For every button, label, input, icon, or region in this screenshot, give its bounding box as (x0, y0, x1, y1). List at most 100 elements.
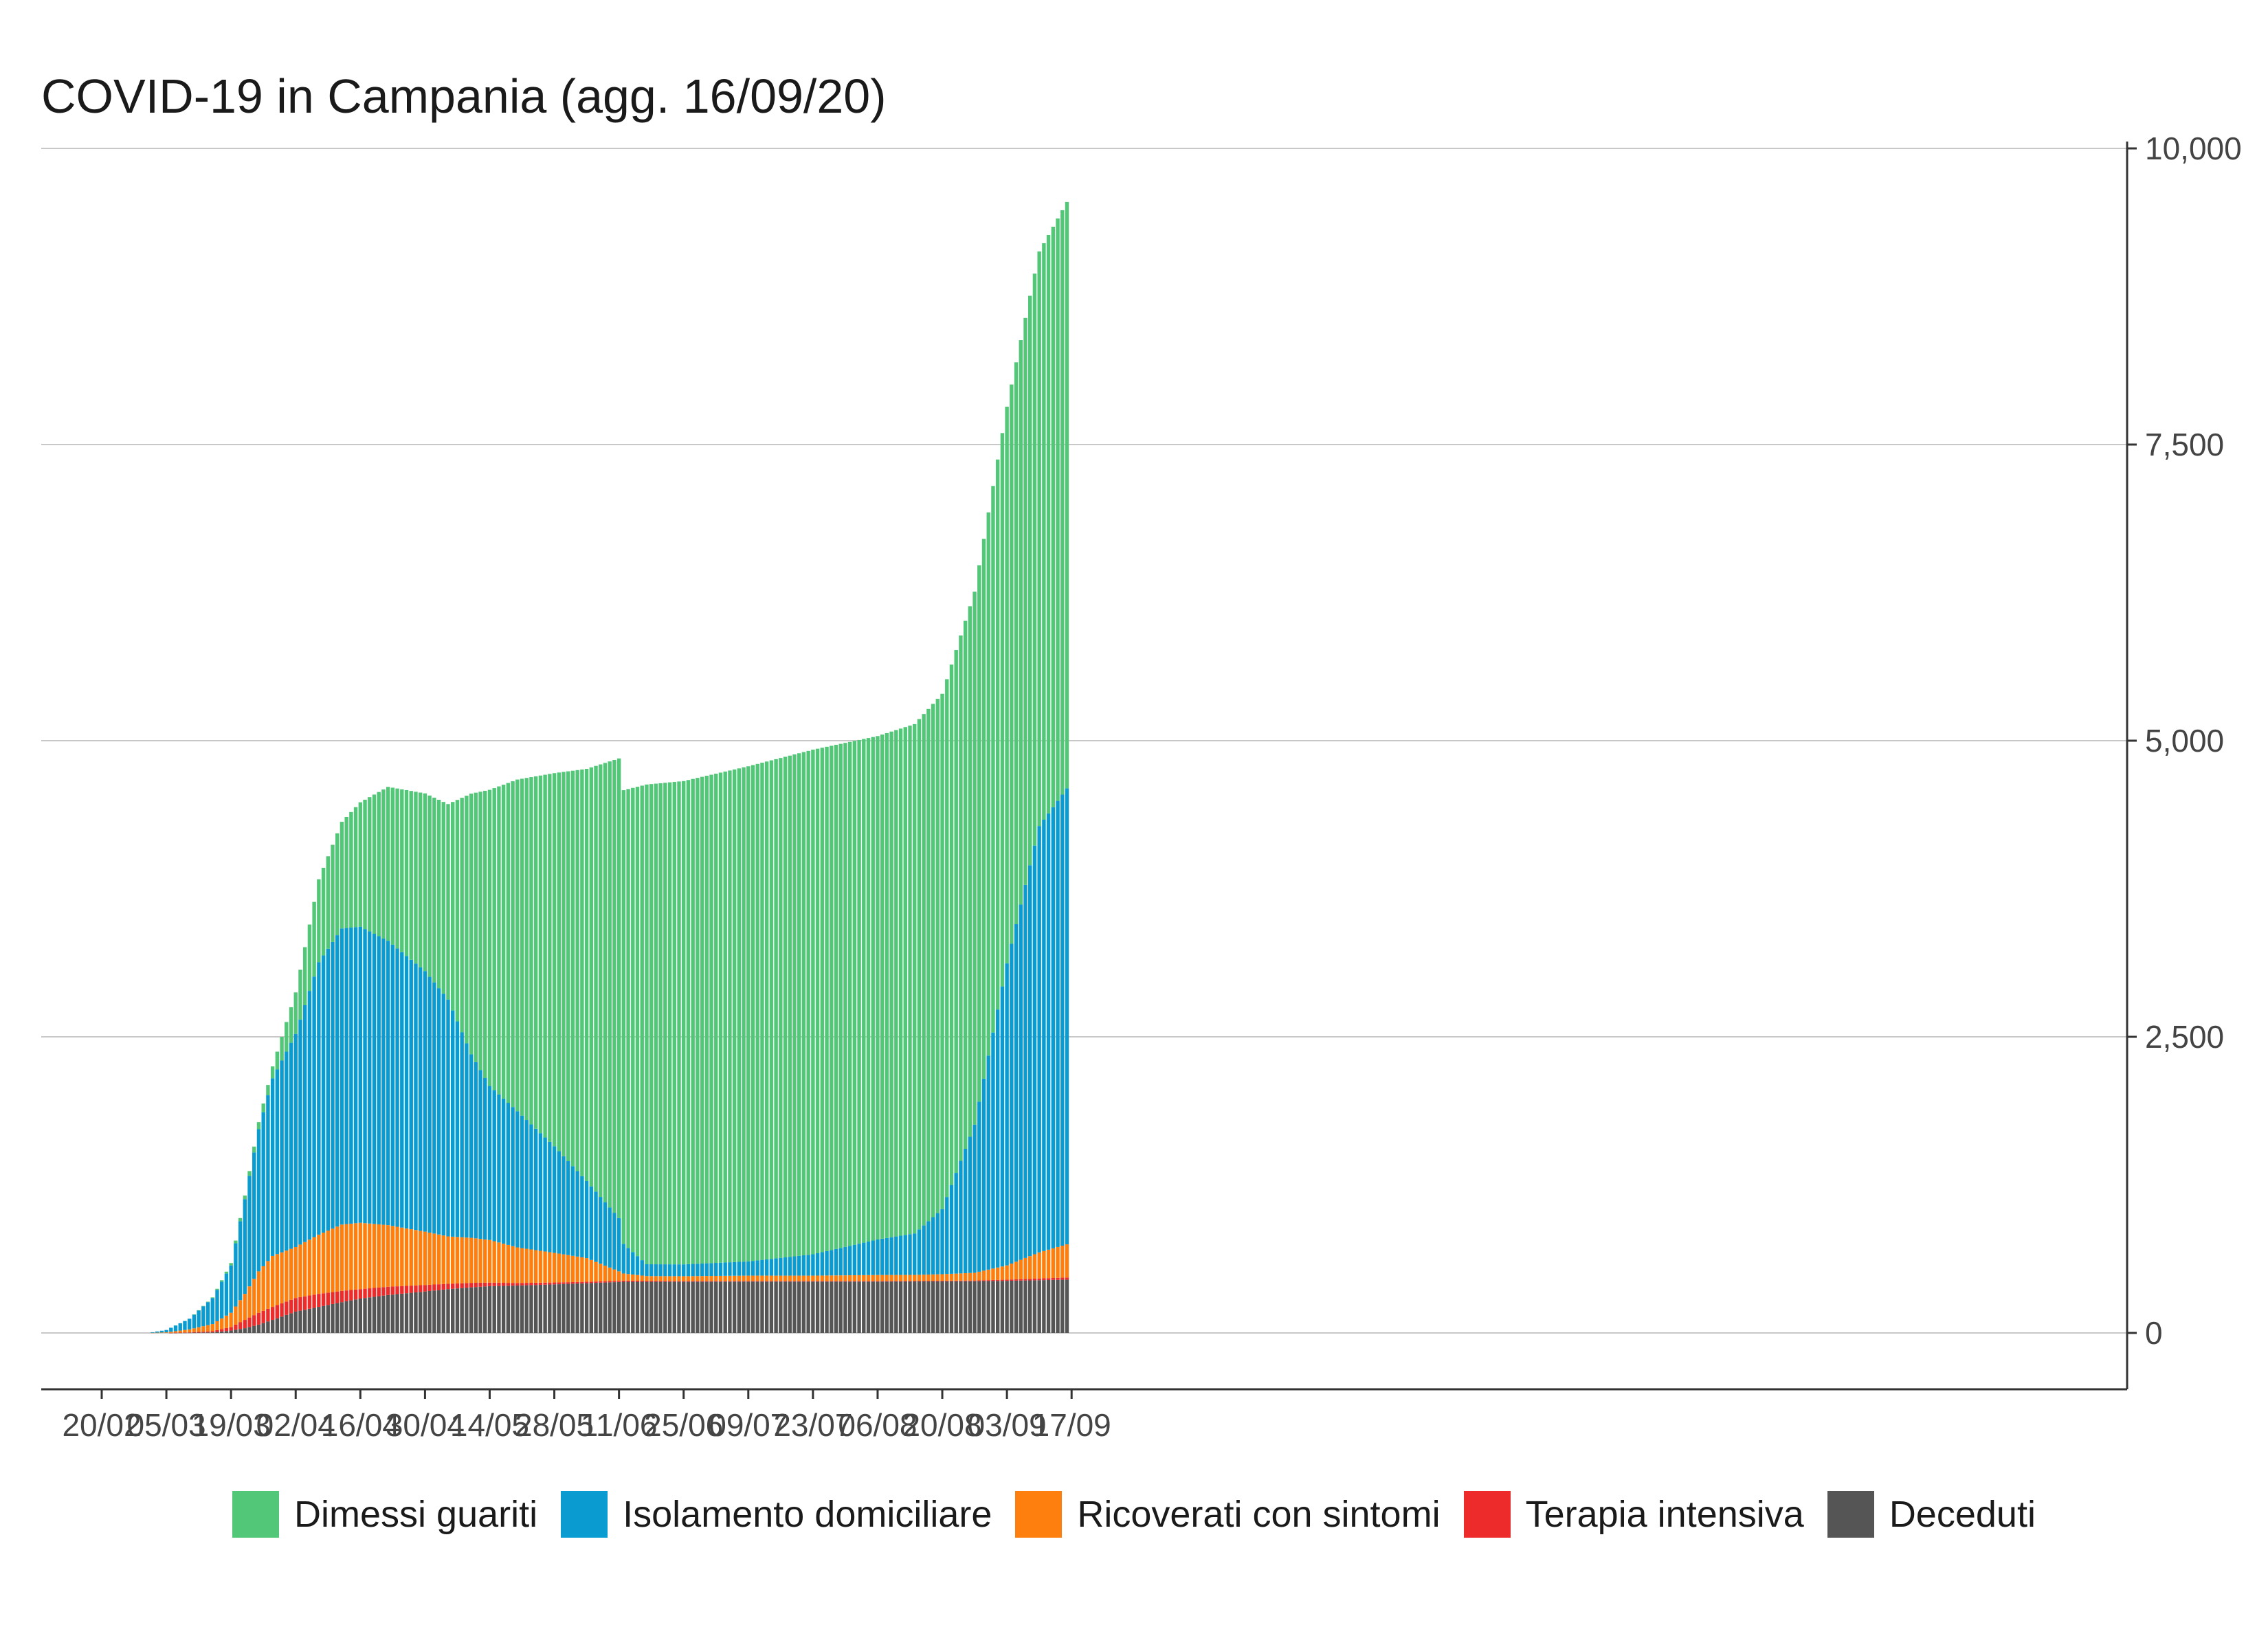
x-tick-label: 05/03 (127, 1407, 206, 1443)
bar-segment-isolamento-domiciliare (562, 1156, 566, 1255)
bar-segment-isolamento-domiciliare (266, 1095, 270, 1261)
bar-segment-isolamento-domiciliare (552, 1146, 557, 1253)
bar-segment-dimessi-guariti (838, 743, 843, 1248)
bar-segment-terapia-intensiva (321, 1293, 326, 1306)
bar-segment-isolamento-domiciliare (742, 1261, 746, 1276)
bar-segment-ricoverati-con-sintomi (164, 1332, 168, 1333)
bar-segment-terapia-intensiva (368, 1288, 372, 1298)
bar-segment-terapia-intensiva (455, 1283, 460, 1289)
bar-segment-ricoverati-con-sintomi (562, 1254, 566, 1283)
bar-segment-terapia-intensiva (501, 1282, 506, 1286)
bar-segment-ricoverati-con-sintomi (1014, 1261, 1019, 1279)
bar-segment-dimessi-guariti (423, 793, 427, 972)
bar-segment-isolamento-domiciliare (474, 1062, 478, 1239)
legend-label: Isolamento domiciliare (623, 1494, 992, 1535)
bar-segment-dimessi-guariti (492, 788, 496, 1090)
legend-item: Isolamento domiciliare (561, 1491, 992, 1538)
bar-segment-dimessi-guariti (312, 901, 316, 977)
bar-segment-ricoverati-con-sintomi (991, 1268, 995, 1280)
bar-segment-deceduti (220, 1331, 224, 1333)
bar-segment-isolamento-domiciliare (460, 1032, 464, 1237)
legend-label: Ricoverati con sintomi (1077, 1494, 1441, 1535)
bar-segment-dimessi-guariti (830, 745, 834, 1250)
bar-segment-dimessi-guariti (616, 758, 621, 1218)
bar-segment-deceduti (298, 1310, 302, 1333)
bar-segment-ricoverati-con-sintomi (238, 1300, 243, 1323)
bar-segment-deceduti (229, 1330, 233, 1333)
bar-segment-terapia-intensiva (400, 1286, 404, 1294)
bar-segment-deceduti (358, 1299, 363, 1333)
bar-segment-dimessi-guariti (353, 807, 358, 928)
bar-segment-isolamento-domiciliare (335, 935, 340, 1227)
bar-segment-ricoverati-con-sintomi (363, 1223, 367, 1289)
bar-segment-ricoverati-con-sintomi (658, 1276, 663, 1281)
bar-segment-deceduti (580, 1283, 584, 1333)
bar-segment-ricoverati-con-sintomi (871, 1275, 875, 1281)
bar-segment-ricoverati-con-sintomi (626, 1274, 630, 1281)
bar-segment-deceduti (506, 1286, 511, 1333)
legend-swatch (1827, 1491, 1874, 1538)
bar-segment-isolamento-domiciliare (792, 1256, 797, 1276)
bar-segment-isolamento-domiciliare (866, 1242, 871, 1275)
bar-segment-isolamento-domiciliare (548, 1141, 552, 1253)
legend: Dimessi guariti Isolamento domiciliare Ric… (0, 1491, 2268, 1538)
bar-segment-terapia-intensiva (317, 1294, 321, 1308)
bar-segment-dimessi-guariti (340, 822, 344, 929)
bar-segment-ricoverati-con-sintomi (926, 1275, 931, 1281)
bar-segment-ricoverati-con-sintomi (266, 1261, 270, 1309)
bar-segment-deceduti (820, 1281, 825, 1333)
bar-segment-deceduti (515, 1286, 520, 1333)
bar-segment-ricoverati-con-sintomi (183, 1330, 187, 1333)
bar-segment-deceduti (215, 1332, 219, 1333)
bar-segment-terapia-intensiva (552, 1282, 557, 1285)
bar-segment-dimessi-guariti (755, 763, 759, 1261)
bar-segment-ricoverati-con-sintomi (312, 1237, 316, 1295)
bar-segment-ricoverati-con-sintomi (852, 1275, 857, 1281)
bar-segment-isolamento-domiciliare (737, 1261, 742, 1276)
bar-segment-dimessi-guariti (1028, 295, 1032, 866)
bar-segment-dimessi-guariti (908, 726, 912, 1235)
bar-segment-ricoverati-con-sintomi (728, 1275, 732, 1281)
bar-segment-isolamento-domiciliare (599, 1197, 603, 1264)
bar-segment-terapia-intensiva (977, 1280, 981, 1281)
bar-segment-ricoverati-con-sintomi (368, 1223, 372, 1289)
bar-segment-isolamento-domiciliare (353, 927, 358, 1224)
bar-segment-dimessi-guariti (820, 748, 825, 1253)
bar-segment-isolamento-domiciliare (635, 1256, 640, 1275)
bar-segment-isolamento-domiciliare (751, 1261, 755, 1276)
bar-segment-dimessi-guariti (497, 786, 501, 1095)
bar-segment-ricoverati-con-sintomi (1028, 1256, 1032, 1279)
bar-segment-dimessi-guariti (520, 778, 524, 1116)
bar-segment-deceduti (898, 1281, 903, 1333)
bar-segment-deceduti (658, 1281, 663, 1333)
bar-segment-terapia-intensiva (224, 1327, 229, 1332)
bar-segment-ricoverati-con-sintomi (423, 1231, 427, 1286)
bar-segment-isolamento-domiciliare (913, 1233, 917, 1275)
bar-segment-isolamento-domiciliare (894, 1236, 898, 1275)
bar-segment-deceduti (197, 1332, 201, 1333)
bar-segment-dimessi-guariti (201, 1305, 205, 1307)
bar-segment-terapia-intensiva (173, 1332, 178, 1334)
bar-segment-isolamento-domiciliare (931, 1217, 935, 1275)
bar-segment-terapia-intensiva (981, 1280, 986, 1281)
bar-segment-dimessi-guariti (751, 765, 755, 1261)
x-tick-label: 17/09 (1032, 1407, 1111, 1443)
bar-segment-deceduti (935, 1281, 940, 1333)
bar-segment-ricoverati-con-sintomi (857, 1275, 861, 1281)
bar-segment-dimessi-guariti (811, 750, 815, 1255)
bar-segment-terapia-intensiva (363, 1288, 367, 1299)
x-tick-label: 25/06 (644, 1407, 723, 1443)
bar-segment-ricoverati-con-sintomi (533, 1250, 538, 1283)
bar-segment-deceduti (372, 1297, 377, 1333)
bar-segment-isolamento-domiciliare (663, 1264, 667, 1277)
bar-segment-deceduti (663, 1281, 667, 1333)
bar-segment-dimessi-guariti (372, 794, 377, 934)
bar-segment-dimessi-guariti (825, 746, 829, 1251)
bar-segment-ricoverati-con-sintomi (243, 1294, 247, 1321)
bar-segment-dimessi-guariti (981, 539, 986, 1079)
bar-segment-ricoverati-con-sintomi (922, 1275, 926, 1281)
bar-segment-ricoverati-con-sintomi (155, 1332, 159, 1334)
bar-segment-deceduti (788, 1281, 792, 1333)
bar-segment-isolamento-domiciliare (178, 1323, 182, 1331)
